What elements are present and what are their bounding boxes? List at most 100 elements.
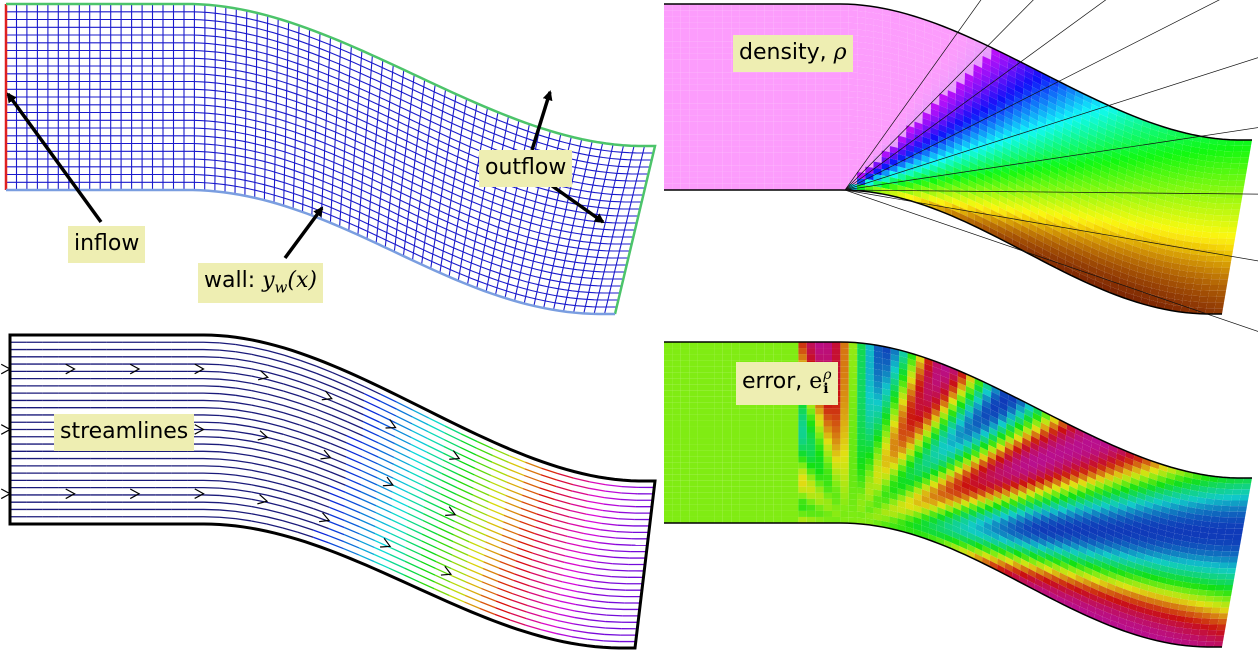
error-cell — [764, 354, 774, 361]
error-cell — [764, 450, 774, 457]
error-cell — [773, 474, 782, 481]
error-cell — [1097, 529, 1106, 540]
error-cell — [890, 450, 899, 459]
error-cell — [914, 438, 923, 448]
density-cell — [857, 91, 866, 99]
streamline-segment — [315, 394, 332, 402]
density-cell — [1051, 147, 1061, 158]
density-cell — [848, 109, 858, 117]
streamline-segment — [527, 604, 544, 611]
error-cell — [1004, 440, 1014, 451]
error-cell — [1082, 577, 1092, 588]
error-cell — [931, 402, 941, 412]
density-cell — [857, 41, 866, 49]
streamline-segment — [453, 527, 471, 536]
error-cell — [1109, 559, 1119, 569]
error-cell — [962, 474, 971, 485]
error-cell — [823, 432, 832, 439]
streamline-segment — [297, 524, 314, 531]
streamline-segment — [373, 553, 390, 562]
error-cell — [840, 402, 849, 409]
error-cell — [1149, 466, 1159, 475]
error-cell — [881, 490, 890, 499]
density-cell — [1021, 218, 1030, 229]
density-cell — [731, 22, 740, 29]
error-cell — [898, 410, 907, 419]
density-cell — [1005, 98, 1014, 109]
streamline-segment — [361, 470, 378, 479]
error-cell — [1110, 493, 1120, 503]
streamline-segment — [612, 563, 629, 566]
error-cell — [1045, 552, 1054, 563]
density-cell — [1119, 272, 1129, 281]
density-cell — [756, 10, 765, 17]
wall-subscript: w — [274, 278, 288, 297]
density-cell — [680, 59, 690, 66]
density-cell — [832, 4, 841, 11]
streamline-segment — [406, 533, 422, 542]
density-cell — [1065, 97, 1075, 108]
error-cell — [997, 419, 1007, 430]
streamline-segment — [251, 418, 268, 424]
streamline-segment — [467, 561, 484, 570]
density-cell — [848, 90, 858, 98]
error-cell — [1082, 516, 1091, 527]
error-cell — [890, 426, 899, 435]
density-cell — [986, 144, 995, 155]
error-cell — [1041, 508, 1050, 519]
density-cell — [1231, 157, 1241, 164]
error-cell — [999, 523, 1008, 534]
streamline-segment — [362, 449, 379, 458]
density-cell — [982, 49, 992, 60]
density-cell — [798, 152, 807, 159]
error-cell — [689, 426, 698, 433]
streamline-segment — [476, 447, 493, 457]
density-cell — [1151, 172, 1161, 181]
error-cell — [706, 366, 715, 373]
error-cell — [781, 354, 790, 361]
density-cell — [931, 59, 941, 69]
error-cell — [706, 402, 715, 409]
density-cell — [1202, 272, 1213, 280]
density-cell — [832, 103, 841, 110]
error-cell — [1059, 493, 1069, 503]
density-cell — [764, 121, 774, 128]
error-cell — [947, 414, 957, 424]
error-cell — [1007, 521, 1016, 532]
error-cell — [931, 426, 940, 436]
error-cell — [1107, 449, 1117, 459]
density-cell — [1165, 194, 1175, 203]
density-cell — [680, 53, 690, 60]
streamline-segment — [455, 507, 472, 516]
density-cell — [993, 160, 1002, 171]
error-cell — [873, 519, 882, 527]
density-cell — [1150, 288, 1160, 296]
error-cell — [773, 510, 782, 517]
density-cell — [840, 84, 849, 91]
error-cell — [1133, 454, 1143, 464]
error-cell — [1100, 501, 1110, 511]
error-cell — [1024, 402, 1034, 413]
density-cell — [974, 220, 983, 230]
error-cell — [1007, 405, 1016, 416]
error-cell — [680, 432, 690, 439]
density-cell — [815, 90, 824, 97]
density-cell — [1188, 158, 1198, 166]
error-cell — [914, 450, 923, 460]
streamline-segment — [455, 500, 473, 509]
error-cell — [706, 444, 715, 451]
density-cell — [1115, 183, 1125, 193]
error-cell — [1118, 617, 1127, 626]
error-cell — [985, 486, 995, 496]
density-cell — [764, 140, 774, 147]
density-cell — [1013, 102, 1023, 113]
error-cell — [928, 527, 937, 537]
density-cell — [832, 121, 841, 128]
density-cell — [1141, 125, 1151, 135]
error-cell — [1029, 544, 1039, 555]
density-cell — [1147, 195, 1158, 205]
error-cell — [764, 480, 774, 487]
density-cell — [998, 200, 1007, 211]
density-cell — [921, 179, 930, 189]
density-cell — [1022, 206, 1031, 217]
